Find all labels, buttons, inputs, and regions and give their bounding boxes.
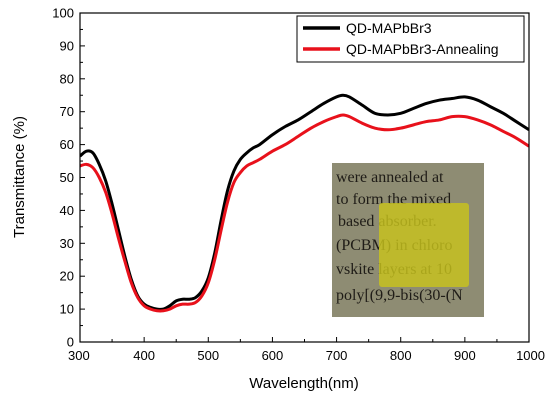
y-tick-label: 90: [60, 38, 74, 53]
series-line-qd-mapbbr3-annealing: [80, 113, 529, 313]
x-tick-label: 500: [197, 348, 219, 363]
y-tick-label: 30: [60, 236, 74, 251]
y-tick-label: 70: [60, 104, 74, 119]
y-tick-label: 0: [67, 335, 74, 350]
y-tick-label: 40: [60, 203, 74, 218]
y-tick-label: 20: [60, 269, 74, 284]
x-tick-label: 1000: [516, 348, 545, 363]
inset-photo: were annealed at to form the mixed based…: [332, 163, 484, 317]
x-axis-title: Wavelength(nm): [249, 375, 358, 392]
x-tick-label: 600: [262, 348, 284, 363]
legend-box: [296, 15, 525, 63]
legend: QD-MAPbBr3 QD-MAPbBr3-Annealing: [296, 15, 525, 63]
legend-label-qd-mapbbr3: QD-MAPbBr3: [346, 20, 432, 36]
legend-label-qd-mapbbr3-annealing: QD-MAPbBr3-Annealing: [346, 41, 499, 57]
x-tick-label: 700: [326, 348, 348, 363]
inset-text-line: were annealed at: [336, 169, 444, 186]
x-tick-label: 300: [68, 348, 90, 363]
inset-film-square: [379, 203, 469, 287]
y-tick-label: 80: [60, 71, 74, 86]
inset-text-line: poly[(9,9-bis(30-(N: [336, 287, 463, 304]
x-tick-label: 800: [390, 348, 412, 363]
x-tick-label: 400: [133, 348, 155, 363]
y-tick-label: 50: [60, 170, 74, 185]
y-tick-label: 60: [60, 137, 74, 152]
y-tick-label: 10: [60, 302, 74, 317]
y-axis-title: Transmittance (%): [11, 116, 28, 238]
x-tick-label: 900: [454, 348, 476, 363]
y-tick-label: 100: [52, 6, 74, 21]
